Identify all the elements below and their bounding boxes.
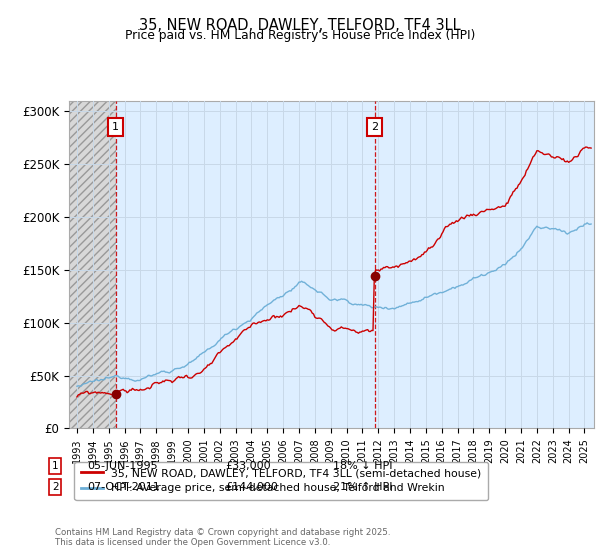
Text: 2: 2 (52, 482, 59, 492)
Text: £33,000: £33,000 (225, 461, 271, 471)
Text: 21% ↑ HPI: 21% ↑ HPI (333, 482, 392, 492)
Text: 1: 1 (52, 461, 59, 471)
Text: 35, NEW ROAD, DAWLEY, TELFORD, TF4 3LL: 35, NEW ROAD, DAWLEY, TELFORD, TF4 3LL (139, 18, 461, 34)
Legend: 35, NEW ROAD, DAWLEY, TELFORD, TF4 3LL (semi-detached house), HPI: Average price: 35, NEW ROAD, DAWLEY, TELFORD, TF4 3LL (… (74, 461, 488, 500)
Text: 05-JUN-1995: 05-JUN-1995 (87, 461, 158, 471)
Text: 18% ↓ HPI: 18% ↓ HPI (333, 461, 392, 471)
Text: 2: 2 (371, 122, 378, 132)
Bar (69, 90, 116, 428)
Text: Contains HM Land Registry data © Crown copyright and database right 2025.
This d: Contains HM Land Registry data © Crown c… (55, 528, 391, 547)
Text: 07-OCT-2011: 07-OCT-2011 (87, 482, 160, 492)
Text: 1: 1 (112, 122, 119, 132)
Text: £144,000: £144,000 (225, 482, 278, 492)
Text: Price paid vs. HM Land Registry's House Price Index (HPI): Price paid vs. HM Land Registry's House … (125, 29, 475, 42)
